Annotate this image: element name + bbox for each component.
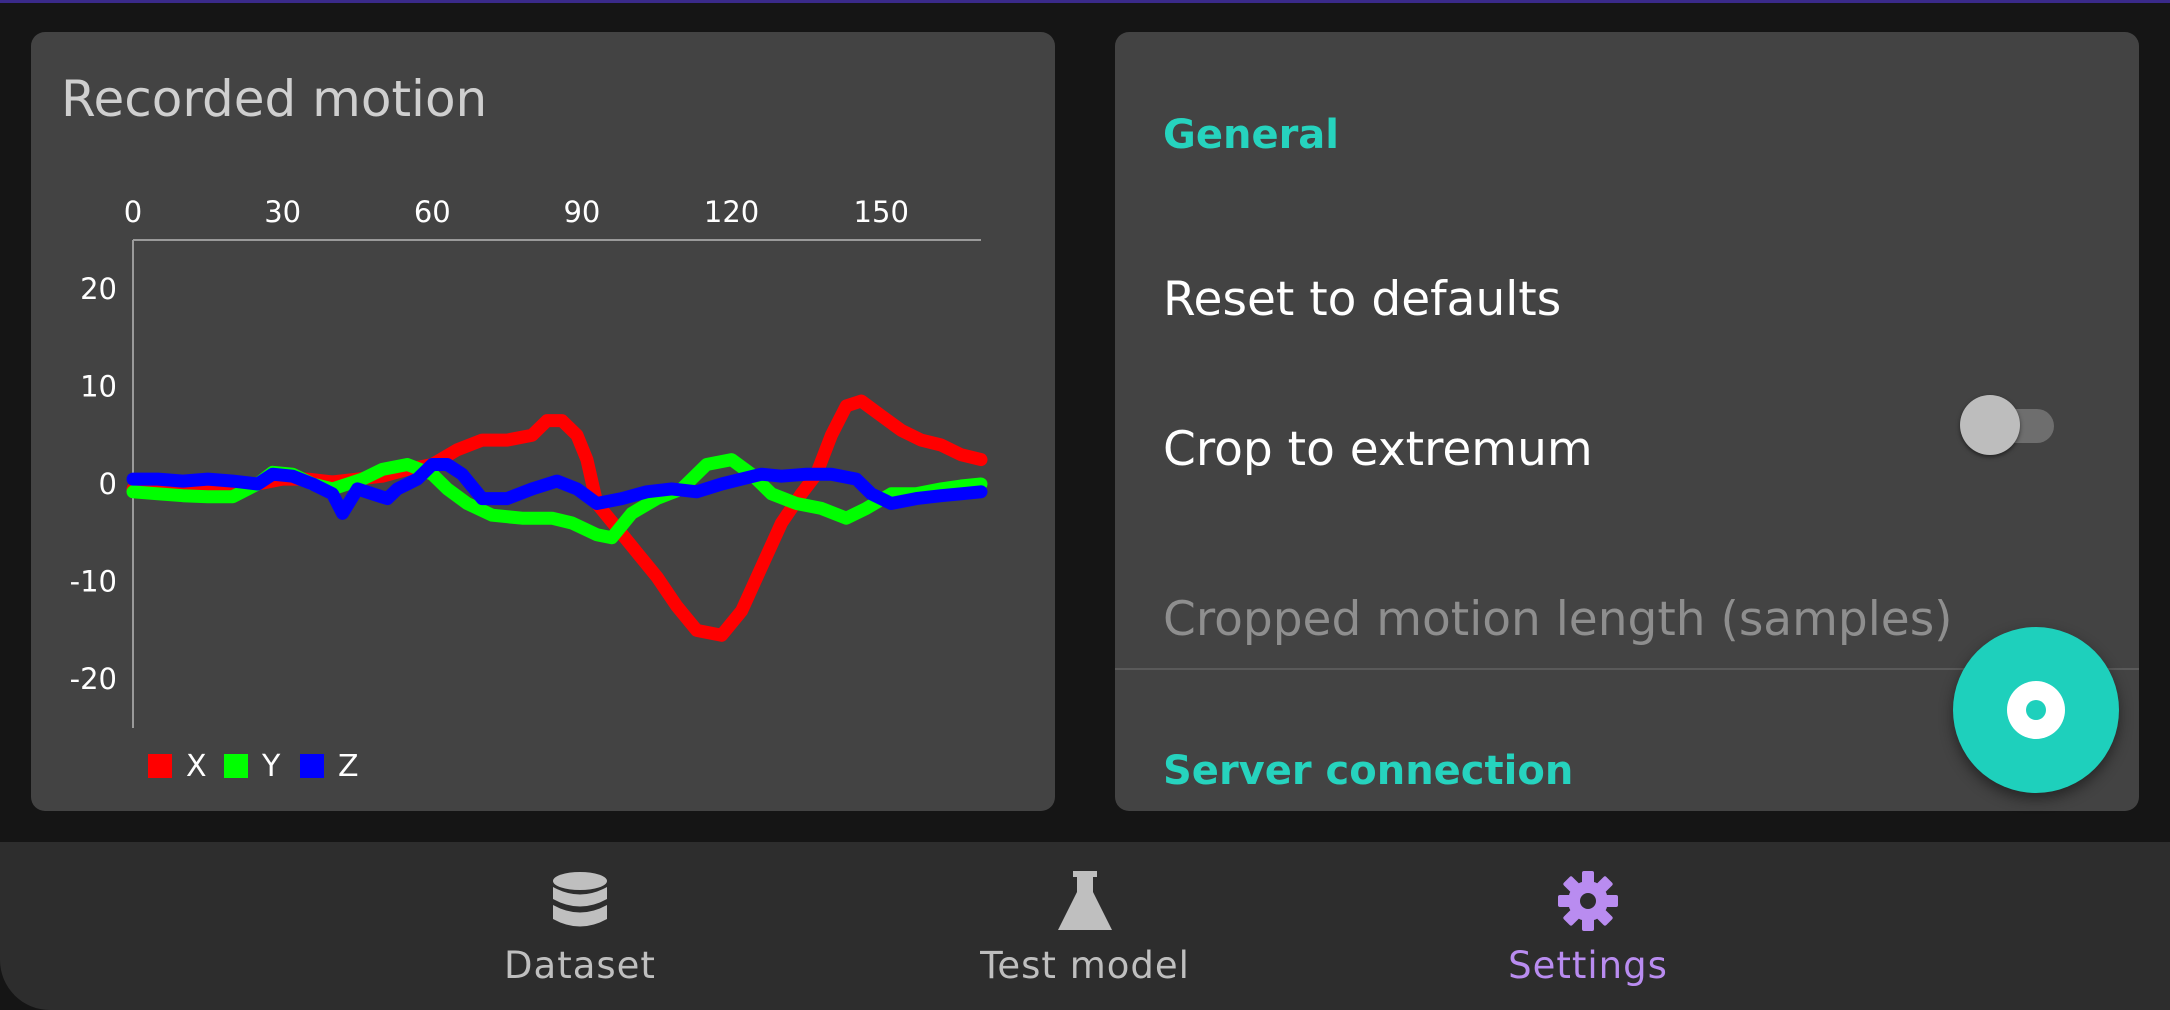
cropped-length-row: Cropped motion length (samples) (1115, 532, 2139, 662)
series-line-z (126, 458, 988, 520)
cropped-length-label: Cropped motion length (samples) (1163, 592, 1953, 647)
server-connection-header: Server connection (1163, 748, 1574, 794)
nav-label-settings: Settings (1508, 944, 1668, 987)
reset-to-defaults-label: Reset to defaults (1163, 272, 1562, 327)
status-accent-line (0, 0, 2170, 3)
crop-to-extremum-row[interactable]: Crop to extremum (1115, 362, 2139, 492)
crop-to-extremum-label: Crop to extremum (1163, 422, 1593, 477)
record-button[interactable] (1953, 627, 2119, 793)
x-tick-label: 60 (414, 195, 451, 229)
legend-swatch-z (300, 754, 324, 778)
series-line-y (126, 453, 988, 545)
nav-item-settings[interactable]: Settings (1438, 842, 1738, 1010)
nav-item-test-model[interactable]: Test model (935, 842, 1235, 1010)
record-icon (2007, 681, 2065, 739)
nav-label-test-model: Test model (980, 944, 1190, 987)
nav-label-dataset: Dataset (504, 944, 656, 987)
gear-icon (1558, 871, 1618, 931)
switch-thumb (1960, 395, 2020, 455)
nav-item-dataset[interactable]: Dataset (430, 842, 730, 1010)
legend-swatch-y (224, 754, 248, 778)
motion-chart: 0 30 60 90 120 150 20 10 0 -10 -20 X Y Z (70, 195, 988, 784)
x-tick-label: 0 (124, 195, 142, 229)
x-tick-label: 30 (264, 195, 301, 229)
y-tick-label: -10 (70, 565, 117, 599)
database-icon (553, 872, 607, 927)
recorded-motion-card: Recorded motion 0 30 60 90 120 150 20 10 0 -10 -20… (31, 32, 1055, 811)
general-header: General (1163, 112, 1339, 158)
x-tick-label: 150 (854, 195, 909, 229)
y-tick-label: 0 (99, 467, 117, 501)
bottom-navigation: Dataset Test model Settings (0, 842, 2170, 1010)
x-tick-label: 120 (704, 195, 759, 229)
y-tick-label: 20 (80, 272, 117, 306)
section-divider (1115, 668, 2139, 670)
legend-swatch-x (148, 754, 172, 778)
legend-label-z: Z (338, 749, 359, 784)
legend-label-x: X (186, 749, 207, 784)
chart-title: Recorded motion (61, 70, 488, 128)
x-tick-label: 90 (563, 195, 600, 229)
reset-to-defaults-row[interactable]: Reset to defaults (1115, 212, 2139, 352)
crop-to-extremum-switch[interactable] (1960, 395, 2060, 457)
flask-icon (1058, 871, 1112, 930)
legend-label-y: Y (261, 749, 281, 784)
y-tick-label: -20 (70, 662, 117, 696)
y-tick-label: 10 (80, 369, 117, 403)
